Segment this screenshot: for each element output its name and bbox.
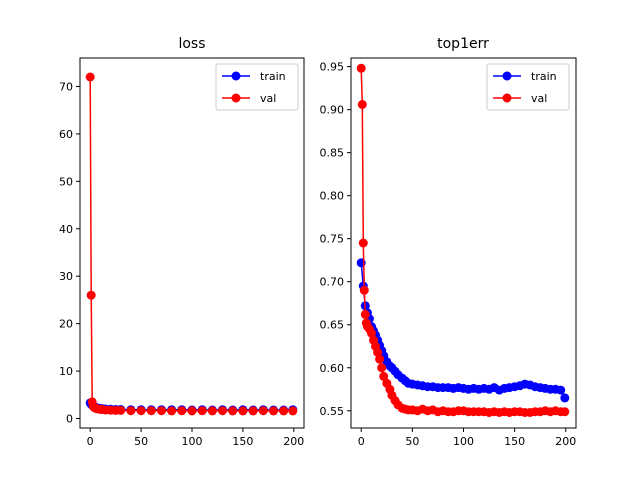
- loss-ytick-label: 0: [66, 413, 73, 426]
- top1err-ytick-label: 0.70: [320, 276, 345, 289]
- top1err-axes-frame: [350, 57, 577, 429]
- top1err-xtick-label: 100: [453, 435, 474, 448]
- loss-ticks: 0 50 100 150 200 0 10 20 30 40 50 60 70: [59, 80, 304, 448]
- top1err-val-point: [356, 63, 366, 73]
- loss-val-point: [197, 406, 207, 416]
- top1err-legend: train val: [486, 63, 570, 111]
- loss-val-point: [86, 290, 96, 300]
- top1err-ytick-label: 0.75: [320, 233, 345, 246]
- loss-val-point: [136, 406, 146, 416]
- loss-val-point: [177, 406, 187, 416]
- loss-val-point: [258, 406, 268, 416]
- loss-val-point: [187, 406, 197, 416]
- loss-plot-area: [85, 72, 298, 416]
- top1err-ytick-label: 0.55: [320, 405, 345, 418]
- loss-xtick-label: 100: [182, 435, 203, 448]
- loss-val-point: [116, 405, 126, 415]
- top1err-legend-train-label: train: [531, 70, 557, 83]
- loss-val-point: [207, 406, 217, 416]
- loss-val-point: [228, 406, 238, 416]
- top1err-val-point: [358, 238, 368, 248]
- top1err-ytick-label: 0.65: [320, 319, 345, 332]
- loss-xtick-label: 200: [283, 435, 304, 448]
- top1err-ytick-label: 0.95: [320, 61, 345, 74]
- loss-legend-train-label: train: [260, 70, 286, 83]
- loss-legend-box: [215, 63, 299, 111]
- top1err-xtick-label: 50: [405, 435, 419, 448]
- loss-val-point: [126, 406, 136, 416]
- top1err-val-point: [373, 347, 383, 357]
- top1err-val-point: [359, 285, 369, 295]
- top1err-ytick-label: 0.60: [320, 362, 345, 375]
- top1err-xtick-label: 150: [504, 435, 525, 448]
- loss-xtick-label: 50: [134, 435, 148, 448]
- top1err-train-point: [556, 385, 566, 395]
- loss-legend-val-marker: [231, 93, 241, 103]
- top1err-xtick-label: 0: [358, 435, 365, 448]
- top1err-panel: top1err 0 50 100 150 200 0.55 0.60 0.65 0.70 0.75…: [320, 36, 577, 448]
- loss-legend-train-marker: [231, 71, 241, 81]
- top1err-val-point: [375, 354, 385, 364]
- loss-ytick-label: 50: [59, 175, 73, 188]
- loss-legend-val-label: val: [260, 92, 276, 105]
- loss-ytick-label: 20: [59, 318, 73, 331]
- loss-val-point: [85, 72, 95, 82]
- top1err-legend-val-marker: [502, 93, 512, 103]
- top1err-val-point: [560, 407, 570, 417]
- loss-ytick-label: 70: [59, 80, 73, 93]
- loss-ytick-label: 10: [59, 365, 73, 378]
- top1err-ticks: 0 50 100 150 200 0.55 0.60 0.65 0.70 0.75 0.80 0.85…: [320, 61, 577, 448]
- top1err-val-point: [360, 309, 370, 319]
- loss-val-point: [288, 406, 298, 416]
- loss-xtick-label: 0: [87, 435, 94, 448]
- loss-val-point: [248, 406, 258, 416]
- loss-val-point: [146, 406, 156, 416]
- top1err-val-point: [377, 363, 387, 373]
- top1err-plot-area: [356, 63, 570, 417]
- loss-ytick-label: 40: [59, 223, 73, 236]
- loss-ytick-label: 30: [59, 270, 73, 283]
- loss-val-point: [167, 406, 177, 416]
- loss-ytick-label: 60: [59, 128, 73, 141]
- top1err-ytick-label: 0.85: [320, 147, 345, 160]
- top1err-val-point: [379, 371, 389, 381]
- top1err-legend-val-label: val: [531, 92, 547, 105]
- top1err-xtick-label: 200: [555, 435, 576, 448]
- top1err-train-point: [560, 393, 570, 403]
- loss-val-point: [157, 406, 166, 416]
- loss-val-point: [218, 406, 227, 416]
- loss-axes-frame: [79, 57, 305, 429]
- top1err-val-point: [357, 100, 367, 109]
- top1err-legend-box: [486, 63, 570, 111]
- top1err-ytick-label: 0.90: [320, 104, 345, 117]
- loss-xtick-label: 150: [232, 435, 253, 448]
- top1err-val-point: [367, 328, 376, 338]
- top1err-ytick-label: 0.80: [320, 190, 345, 203]
- loss-val-point: [279, 406, 289, 416]
- top1err-legend-train-marker: [502, 71, 512, 81]
- loss-legend: train val: [215, 63, 299, 111]
- loss-val-point: [269, 406, 278, 416]
- top1err-title: top1err: [437, 36, 489, 52]
- loss-panel: loss 0 50 100 150 200 0 10 20 30 40 50 60 70 train v…: [59, 36, 305, 448]
- loss-val-point: [238, 406, 248, 416]
- loss-title: loss: [178, 36, 205, 52]
